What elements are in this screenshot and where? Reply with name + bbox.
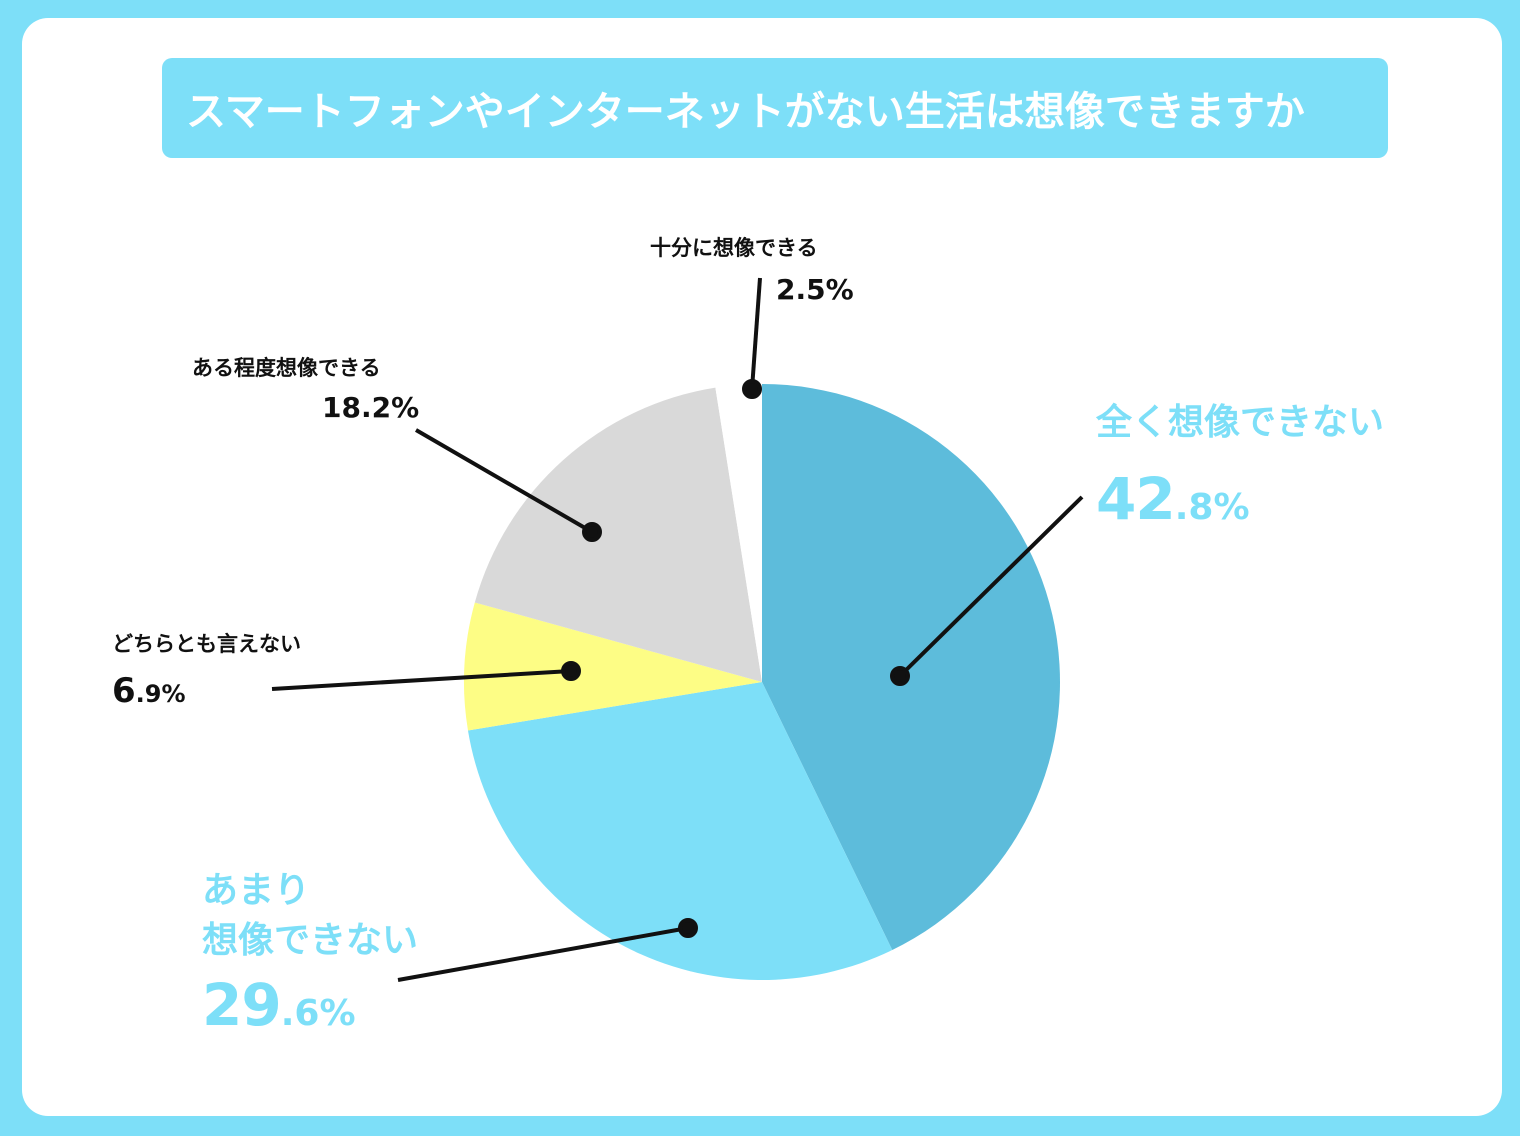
label-s4-name: 十分に想像できる bbox=[650, 236, 818, 260]
label-s0-value: 42.8% bbox=[1096, 466, 1250, 533]
leader-dot-s0 bbox=[890, 666, 910, 686]
leader-dot-s2 bbox=[561, 661, 581, 681]
label-s2-dec: .9% bbox=[135, 680, 186, 708]
label-s1-name-line2: 想像できない bbox=[202, 920, 419, 961]
label-s3-name: ある程度想像できる bbox=[192, 356, 381, 380]
label-s0-name: 全く想像できない bbox=[1096, 402, 1385, 443]
label-s2-name: どちらとも言えない bbox=[112, 632, 301, 656]
label-s1-value: 29.6% bbox=[202, 972, 356, 1039]
leader-line-s2 bbox=[271, 669, 572, 691]
pie-slice-s3 bbox=[474, 387, 762, 682]
chart-title: スマートフォンやインターネットがない生活は想像できますか bbox=[186, 89, 1305, 135]
label-s0-int: 42 bbox=[1096, 465, 1176, 533]
leader-line-s4 bbox=[750, 277, 762, 390]
pie-slice-s4 bbox=[715, 384, 762, 682]
label-s1-name-line1: あまり bbox=[202, 870, 311, 911]
leader-line-s3 bbox=[414, 428, 594, 534]
leader-line-s0 bbox=[898, 495, 1084, 678]
pie-slice-s1 bbox=[467, 682, 893, 981]
label-s0-dec: .8% bbox=[1174, 487, 1250, 528]
leader-line-s1 bbox=[397, 926, 689, 982]
label-s1-int: 29 bbox=[202, 971, 282, 1039]
label-s2-int: 6 bbox=[112, 671, 136, 711]
leader-dot-s3 bbox=[582, 522, 602, 542]
label-s4-value: 2.5% bbox=[776, 273, 854, 306]
label-s1-dec: .6% bbox=[280, 993, 356, 1034]
label-s2-value: 6.9% bbox=[112, 671, 186, 711]
label-s3-value: 18.2% bbox=[322, 391, 420, 424]
leader-dot-s1 bbox=[678, 918, 698, 938]
pie-slice-s2 bbox=[463, 602, 762, 731]
title-bar: スマートフォンやインターネットがない生活は想像できますか bbox=[162, 58, 1388, 158]
leader-dot-s4 bbox=[742, 379, 762, 399]
